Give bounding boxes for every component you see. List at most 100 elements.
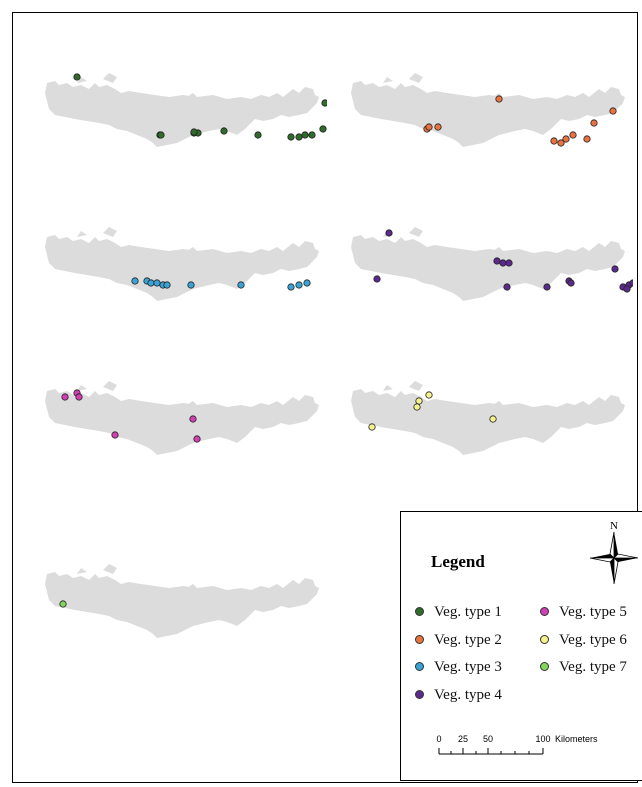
point-veg-type-2 (557, 139, 565, 147)
scale-tick-label-100: 100 (535, 734, 550, 744)
point-veg-type-4 (503, 283, 511, 291)
legend-label: Veg. type 3 (434, 659, 502, 675)
map-panel-veg-type-7 (37, 550, 327, 670)
island-shape-part (103, 73, 117, 83)
island-shape-part (45, 81, 319, 147)
point-veg-type-4 (623, 285, 631, 293)
crete-island-shape (45, 564, 319, 638)
legend-panel: Legend N Veg. type 1 Veg. type 2 Veg. ty… (400, 511, 642, 781)
legend-label: Veg. type 7 (559, 659, 627, 675)
point-veg-type-3 (303, 279, 311, 287)
point-veg-type-6 (489, 415, 497, 423)
point-veg-type-2 (550, 137, 558, 145)
point-veg-type-3 (153, 279, 161, 287)
island-shape-part (45, 389, 319, 455)
point-veg-type-2 (425, 123, 433, 131)
island-shape-part (45, 572, 319, 638)
legend-item-veg-type-7: Veg. type 7 (540, 659, 627, 676)
island-shape-part (103, 381, 117, 391)
legend-label: Veg. type 4 (434, 687, 502, 703)
crete-island-shape (45, 73, 319, 147)
island-shape-part (409, 227, 423, 237)
legend-dot-veg-type-4 (415, 690, 424, 700)
legend-item-veg-type-5: Veg. type 5 (540, 604, 627, 621)
legend-title: Legend (431, 552, 485, 571)
legend-label: Veg. type 1 (434, 604, 502, 620)
point-veg-type-4 (543, 283, 551, 291)
scale-bar-line (438, 748, 544, 755)
map-panel-veg-type-3 (37, 213, 327, 333)
island-shape-part (383, 77, 393, 83)
point-veg-type-5 (189, 415, 197, 423)
point-veg-type-2 (583, 135, 591, 143)
island-shape-part (187, 401, 197, 405)
north-label: N (610, 520, 618, 532)
legend-dot-veg-type-5 (540, 607, 549, 617)
point-veg-type-1 (73, 73, 81, 81)
point-veg-type-6 (425, 391, 433, 399)
map-layout-frame: Legend N Veg. type 1 Veg. type 2 Veg. ty… (12, 12, 642, 783)
map-panel-veg-type-5 (37, 367, 327, 487)
crete-map-veg-type-4 (351, 227, 633, 301)
crete-map-veg-type-2 (351, 73, 625, 147)
point-veg-type-3 (287, 283, 295, 291)
point-veg-type-1 (190, 128, 198, 136)
legend-dot-veg-type-2 (415, 635, 424, 645)
point-veg-type-4 (567, 279, 575, 287)
island-shape-part (103, 564, 117, 574)
legend-item-veg-type-1: Veg. type 1 (415, 604, 502, 621)
point-veg-type-4 (611, 265, 619, 273)
point-veg-type-1 (301, 131, 309, 139)
point-veg-type-3 (187, 281, 195, 289)
point-veg-type-5 (111, 431, 119, 439)
point-veg-type-6 (368, 423, 376, 431)
point-veg-type-3 (237, 281, 245, 289)
island-shape-part (493, 247, 503, 251)
point-veg-type-3 (295, 281, 303, 289)
scale-unit-label: Kilometers (555, 734, 598, 744)
island-shape-part (351, 235, 625, 301)
points-veg-type-7 (59, 600, 67, 608)
scale-tick-label-0: 0 (436, 734, 441, 744)
island-shape-part (45, 235, 319, 301)
points-veg-type-1 (73, 73, 327, 141)
point-veg-type-4 (373, 275, 381, 283)
island-shape-part (383, 385, 393, 391)
legend-label: Veg. type 6 (559, 632, 627, 648)
map-panel-veg-type-4 (343, 213, 633, 333)
island-shape-part (77, 568, 87, 574)
point-veg-type-6 (413, 403, 421, 411)
island-shape-part (409, 73, 423, 83)
map-panel-veg-type-1 (37, 59, 327, 179)
island-shape-part (77, 77, 87, 83)
point-veg-type-1 (287, 133, 295, 141)
point-veg-type-2 (495, 95, 503, 103)
point-veg-type-5 (61, 393, 69, 401)
legend-dot-veg-type-3 (415, 662, 424, 672)
point-veg-type-3 (131, 277, 139, 285)
point-veg-type-2 (434, 123, 442, 131)
scale-tick-label-50: 50 (483, 734, 493, 744)
point-veg-type-1 (220, 127, 228, 135)
crete-island-shape (45, 381, 319, 455)
crete-island-shape (351, 381, 625, 455)
crete-map-veg-type-6 (351, 381, 625, 455)
legend-item-veg-type-6: Veg. type 6 (540, 632, 627, 649)
crete-island-shape (351, 73, 625, 147)
legend-dot-veg-type-1 (415, 607, 424, 617)
map-panel-veg-type-2 (343, 59, 633, 179)
point-veg-type-3 (147, 279, 155, 287)
island-shape-part (77, 231, 87, 237)
point-veg-type-4 (385, 229, 393, 237)
legend-dot-veg-type-6 (540, 635, 549, 645)
crete-map-veg-type-7 (45, 564, 319, 638)
crete-island-shape (45, 227, 319, 301)
point-veg-type-6 (415, 397, 423, 405)
map-panel-veg-type-6 (343, 367, 633, 487)
point-veg-type-1 (321, 99, 327, 107)
legend-item-veg-type-2: Veg. type 2 (415, 632, 502, 649)
island-shape-part (351, 81, 625, 147)
legend-item-veg-type-3: Veg. type 3 (415, 659, 502, 676)
points-veg-type-3 (131, 277, 311, 291)
point-veg-type-5 (193, 435, 201, 443)
